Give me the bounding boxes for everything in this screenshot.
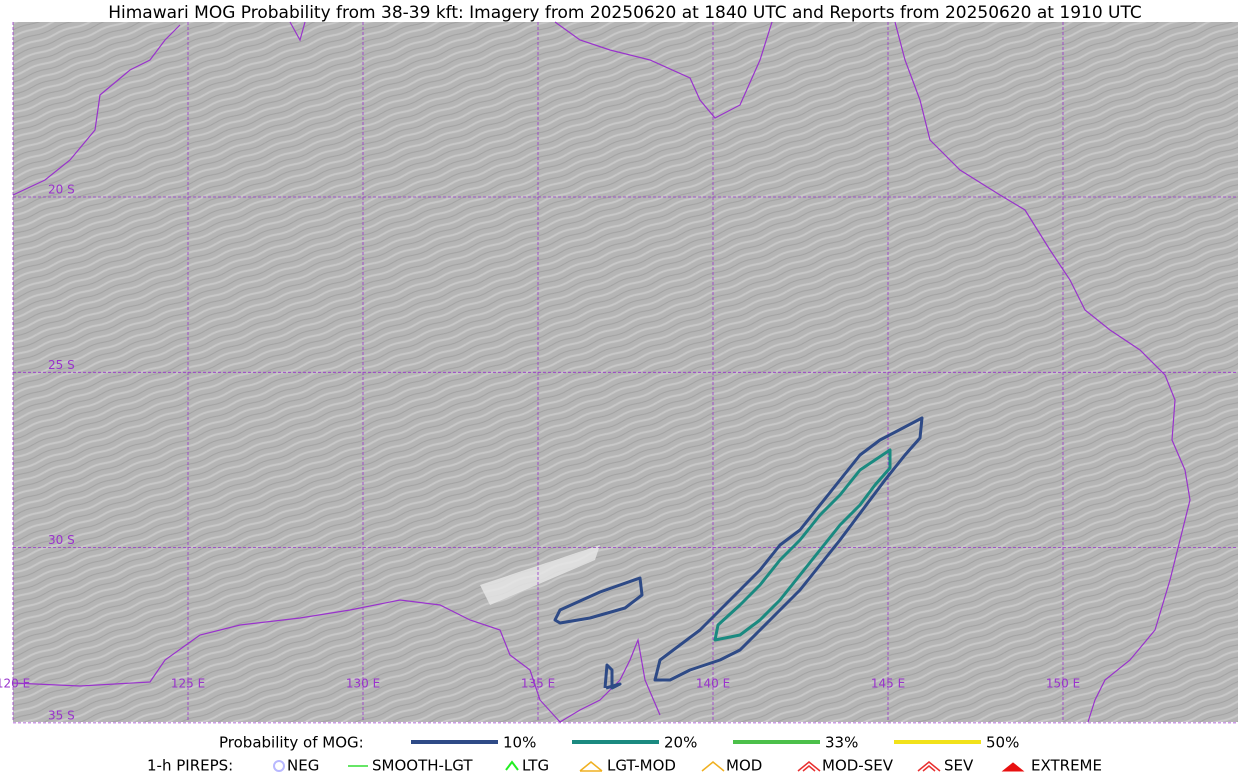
contour-10: [653, 416, 924, 682]
legend-label: LTG: [522, 757, 549, 775]
lat-label: 20 S: [48, 183, 75, 197]
icon: [273, 760, 285, 772]
contour-10: [603, 663, 622, 690]
legend-swatch: [701, 761, 725, 772]
coast-gulfs: [559, 637, 661, 723]
lon-label: 140 E: [696, 677, 730, 691]
lon-label: 125 E: [171, 677, 205, 691]
legend-swatch: [797, 761, 821, 772]
contour-10: [553, 576, 644, 625]
lat-label: 30 S: [48, 533, 75, 547]
map: 120 E 125 E 130 E 135 E 140 E 145 E 150 E 20 S 2…: [0, 21, 1238, 724]
cloud: [480, 545, 600, 605]
icon: [797, 761, 821, 772]
title: Himawari MOG Probability from 38-39 kft:…: [108, 3, 1142, 23]
icon: [922, 765, 936, 772]
contour-20: [713, 448, 892, 642]
lon-label: 120 E: [0, 677, 30, 691]
icon: [701, 761, 725, 772]
legend-swatch: [273, 760, 285, 772]
icon: [505, 760, 519, 771]
legend-swatch: [505, 760, 519, 771]
legend-label: 10%: [503, 734, 536, 752]
coast-south: [12, 599, 561, 723]
lat-label: 35 S: [48, 708, 75, 722]
coastline: [12, 21, 1191, 723]
graticule: [12, 22, 1238, 724]
lat-label: 25 S: [48, 358, 75, 372]
lon-label: 135 E: [521, 677, 555, 691]
lon-label: 130 E: [346, 677, 380, 691]
legend-label: EXTREME: [1031, 757, 1102, 775]
icon: [917, 761, 941, 772]
legend-label: 50%: [986, 734, 1019, 752]
legend-label: SMOOTH-LGT: [372, 757, 473, 775]
legend-label: MOD: [726, 757, 762, 775]
legend-label: LGT-MOD: [607, 757, 676, 775]
legend-title: 1-h PIREPS:: [147, 757, 233, 775]
contours: [553, 416, 924, 690]
icon: [802, 765, 816, 772]
legend-label: 20%: [664, 734, 697, 752]
legend: Probability of MOG: 1-h PIREPS: 10% 20% 33…: [147, 734, 1102, 775]
legend-swatch: [917, 761, 941, 772]
legend-title: Probability of MOG:: [219, 734, 364, 752]
legend-label: MOD-SEV: [822, 757, 894, 775]
coast-north: [289, 21, 306, 42]
legend-label: NEG: [287, 757, 319, 775]
icon: [579, 761, 603, 772]
lon-label: 145 E: [871, 677, 905, 691]
legend-swatch: [1001, 762, 1025, 772]
coast-east: [894, 21, 1191, 723]
legend-swatch: [579, 761, 603, 772]
icon: [1001, 762, 1025, 772]
lon-label: 150 E: [1046, 677, 1080, 691]
coast-nw: [12, 24, 181, 196]
coast-gulf: [554, 21, 773, 119]
graticule-labels: 120 E 125 E 130 E 135 E 140 E 145 E 150 E 20 S 2…: [0, 183, 1080, 723]
legend-label: SEV: [944, 757, 974, 775]
legend-label: 33%: [825, 734, 858, 752]
